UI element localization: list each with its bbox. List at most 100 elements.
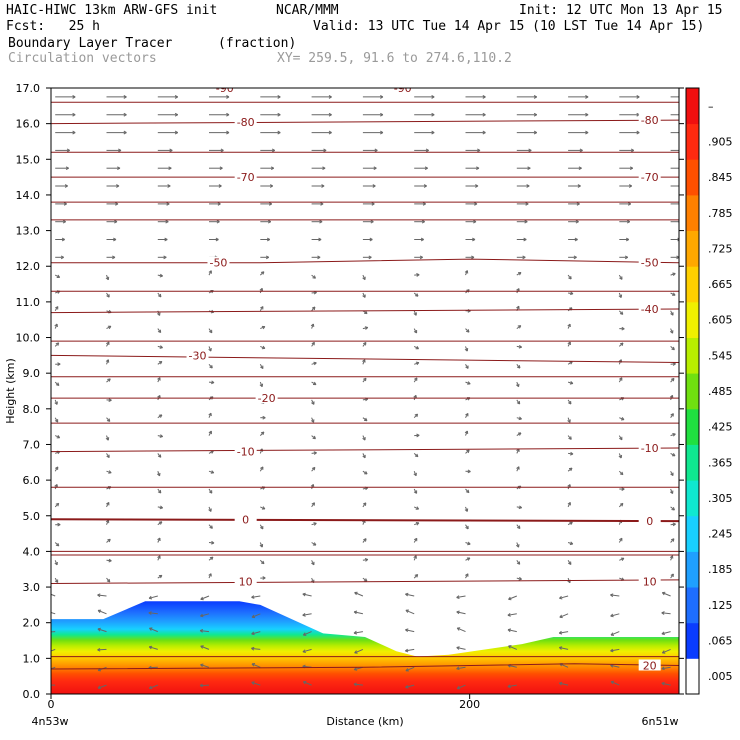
vector-arrow: [157, 555, 161, 561]
vector-arrow: [259, 364, 264, 370]
vector-arrow: [362, 201, 375, 206]
vector-arrow: [618, 310, 624, 315]
vector-arrow: [157, 574, 163, 579]
vector-arrow: [465, 449, 470, 454]
vector-arrow: [260, 130, 281, 135]
colorbar-frame: [685, 87, 700, 695]
contour-line: [51, 579, 679, 584]
colorbar-label: .605: [708, 314, 733, 327]
vector-arrow: [157, 488, 162, 494]
contour-label-bg: [234, 115, 257, 127]
vector-arrow: [200, 645, 210, 650]
vector-arrow: [516, 184, 530, 188]
vector-arrow: [208, 328, 213, 334]
colorbar-label: .185: [708, 563, 733, 576]
vector-arrow: [414, 522, 420, 526]
vector-arrow: [661, 681, 671, 686]
vector-arrow: [515, 381, 520, 388]
vector-arrow: [208, 506, 212, 512]
vector-arrow: [362, 538, 367, 543]
vector-arrow: [259, 542, 264, 548]
vector-arrow: [414, 112, 435, 117]
vector-arrow: [567, 341, 571, 347]
vector-arrow: [568, 95, 589, 99]
vector-arrow: [209, 95, 230, 99]
vector-arrow: [311, 237, 322, 242]
vector-arrow: [157, 377, 161, 383]
vector-arrow: [259, 381, 264, 388]
vector-arrow: [516, 363, 521, 369]
contour-label-bg: [391, 88, 414, 93]
vector-arrow: [362, 166, 377, 171]
vector-arrow: [200, 663, 210, 668]
vector-arrow: [97, 627, 107, 633]
vector-arrow: [354, 591, 364, 597]
vector-arrow: [209, 184, 222, 188]
contour-label: -50: [641, 257, 659, 270]
vector-arrow: [516, 505, 523, 510]
x-right-location: 6n51w: [642, 715, 679, 728]
vector-arrow: [670, 114, 679, 116]
vector-arrow: [310, 417, 315, 423]
vector-arrow: [619, 326, 625, 331]
y-tick-label: 4.0: [23, 545, 41, 558]
vector-arrow: [465, 255, 475, 260]
colorbar-label: .785: [708, 207, 733, 220]
vector-arrow: [618, 537, 623, 543]
vector-arrow: [51, 631, 56, 633]
colorbar-label: .245: [708, 528, 733, 541]
vector-arrow: [508, 595, 517, 601]
vector-arrow: [157, 95, 179, 99]
vector-arrow: [414, 237, 424, 242]
colorbar-swatch: [686, 230, 699, 267]
vector-arrow: [670, 522, 676, 527]
vector-arrow: [405, 684, 415, 689]
vector-arrow: [413, 453, 419, 458]
vector-arrow: [208, 346, 212, 352]
contour-label-bg: [638, 256, 661, 268]
vector-arrow: [106, 470, 112, 474]
contour-label: 0: [646, 515, 653, 528]
vector-arrow: [311, 560, 315, 566]
colorbar-label: –: [708, 100, 714, 113]
contour-label: 10: [643, 576, 657, 589]
vector-arrow: [619, 95, 640, 99]
vector-arrow: [208, 556, 214, 561]
vector-arrow: [54, 417, 59, 423]
vector-arrow: [311, 184, 325, 188]
vector-arrow: [465, 573, 469, 579]
vector-arrow: [353, 610, 364, 615]
vector-arrow: [516, 95, 538, 99]
vector-arrow: [354, 648, 364, 654]
vector-arrow: [618, 502, 624, 508]
vector-arrow: [414, 433, 420, 438]
vector-arrow: [669, 328, 674, 334]
colorbar-label: .305: [708, 492, 733, 505]
vector-arrow: [105, 435, 110, 441]
vector-arrow: [670, 167, 679, 169]
vector-arrow: [209, 112, 230, 117]
contour-label: 0: [242, 513, 249, 526]
vector-arrow: [260, 255, 270, 260]
vector-arrow: [106, 325, 112, 330]
colorbar-swatch: [686, 551, 699, 588]
colorbar-swatch: [686, 194, 699, 231]
contour-label: -30: [189, 349, 207, 362]
vector-arrow: [55, 95, 76, 99]
y-tick-label: 9.0: [23, 367, 41, 380]
vector-arrow: [567, 541, 574, 546]
vector-arrow: [251, 595, 261, 599]
vector-arrow: [54, 342, 60, 347]
vector-arrow: [157, 219, 169, 224]
vector-arrow: [251, 613, 261, 619]
vector-arrow: [414, 166, 428, 171]
vector-arrow: [362, 502, 367, 508]
vector-arrow: [106, 130, 127, 135]
vector-arrow: [362, 219, 374, 224]
y-tick-label: 3.0: [23, 581, 41, 594]
vector-arrow: [311, 451, 317, 455]
vector-arrow: [362, 130, 384, 135]
x-left-location: 4n53w: [32, 715, 69, 728]
contour-label: 10: [239, 576, 253, 589]
colorbar-label: .005: [708, 670, 733, 683]
